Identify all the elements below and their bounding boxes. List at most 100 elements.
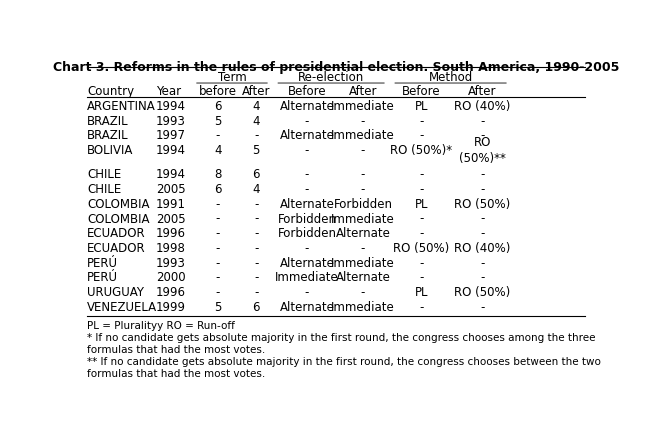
Text: 1998: 1998 — [155, 241, 186, 254]
Text: -: - — [361, 115, 365, 128]
Text: 6: 6 — [253, 300, 260, 313]
Text: -: - — [419, 183, 424, 196]
Text: -: - — [254, 129, 258, 142]
Text: RO (40%): RO (40%) — [454, 241, 510, 254]
Text: 6: 6 — [253, 168, 260, 181]
Text: After: After — [242, 85, 270, 98]
Text: -: - — [419, 115, 424, 128]
Text: -: - — [480, 168, 485, 181]
Text: RO
(50%)**: RO (50%)** — [459, 136, 506, 165]
Text: 1994: 1994 — [155, 144, 186, 157]
Text: Alternate: Alternate — [279, 300, 335, 313]
Text: -: - — [305, 115, 309, 128]
Text: -: - — [254, 286, 258, 299]
Text: Chart 3. Reforms in the rules of presidential election. South America, 1990-2005: Chart 3. Reforms in the rules of preside… — [53, 60, 619, 73]
Text: RO (50%): RO (50%) — [454, 286, 510, 299]
Text: BOLIVIA: BOLIVIA — [87, 144, 133, 157]
Text: Immediate: Immediate — [331, 256, 395, 269]
Text: Country: Country — [87, 85, 134, 98]
Text: -: - — [216, 241, 220, 254]
Text: ** If no candidate gets absolute majority in the first round, the congress choos: ** If no candidate gets absolute majorit… — [87, 356, 601, 366]
Text: -: - — [480, 115, 485, 128]
Text: 2005: 2005 — [155, 183, 186, 196]
Text: -: - — [419, 168, 424, 181]
Text: PL: PL — [415, 286, 428, 299]
Text: RO (50%): RO (50%) — [454, 197, 510, 210]
Text: -: - — [216, 197, 220, 210]
Text: -: - — [361, 144, 365, 157]
Text: Alternate: Alternate — [279, 100, 335, 113]
Text: -: - — [254, 197, 258, 210]
Text: Immediate: Immediate — [331, 212, 395, 225]
Text: Alternate: Alternate — [335, 227, 390, 240]
Text: -: - — [419, 227, 424, 240]
Text: Alternate: Alternate — [279, 256, 335, 269]
Text: -: - — [361, 183, 365, 196]
Text: 4: 4 — [253, 100, 260, 113]
Text: -: - — [480, 212, 485, 225]
Text: Forbidden: Forbidden — [277, 212, 337, 225]
Text: -: - — [480, 129, 485, 142]
Text: PL: PL — [415, 197, 428, 210]
Text: before: before — [199, 85, 237, 98]
Text: -: - — [305, 168, 309, 181]
Text: -: - — [216, 212, 220, 225]
Text: 1999: 1999 — [155, 300, 186, 313]
Text: PL: PL — [415, 100, 428, 113]
Text: ECUADOR: ECUADOR — [87, 227, 146, 240]
Text: -: - — [254, 212, 258, 225]
Text: Re-election: Re-election — [298, 71, 364, 84]
Text: -: - — [480, 256, 485, 269]
Text: -: - — [419, 129, 424, 142]
Text: -: - — [216, 271, 220, 284]
Text: -: - — [254, 271, 258, 284]
Text: Before: Before — [287, 85, 326, 98]
Text: 1991: 1991 — [155, 197, 186, 210]
Text: RO (50%)*: RO (50%)* — [390, 144, 453, 157]
Text: -: - — [305, 241, 309, 254]
Text: formulas that had the most votes.: formulas that had the most votes. — [87, 344, 265, 354]
Text: -: - — [254, 241, 258, 254]
Text: Year: Year — [155, 85, 181, 98]
Text: 1994: 1994 — [155, 100, 186, 113]
Text: 4: 4 — [253, 183, 260, 196]
Text: 4: 4 — [215, 144, 222, 157]
Text: ARGENTINA: ARGENTINA — [87, 100, 156, 113]
Text: -: - — [419, 271, 424, 284]
Text: 8: 8 — [215, 168, 222, 181]
Text: * If no candidate gets absolute majority in the first round, the congress choose: * If no candidate gets absolute majority… — [87, 332, 596, 342]
Text: 2000: 2000 — [155, 271, 186, 284]
Text: After: After — [348, 85, 377, 98]
Text: After: After — [468, 85, 497, 98]
Text: 6: 6 — [215, 183, 222, 196]
Text: -: - — [361, 286, 365, 299]
Text: COLOMBIA: COLOMBIA — [87, 212, 150, 225]
Text: Alternate: Alternate — [279, 129, 335, 142]
Text: COLOMBIA: COLOMBIA — [87, 197, 150, 210]
Text: PERÚ: PERÚ — [87, 256, 118, 269]
Text: Term: Term — [218, 71, 247, 84]
Text: Forbidden: Forbidden — [277, 227, 337, 240]
Text: -: - — [254, 227, 258, 240]
Text: 5: 5 — [215, 300, 222, 313]
Text: 4: 4 — [253, 115, 260, 128]
Text: -: - — [216, 129, 220, 142]
Text: ECUADOR: ECUADOR — [87, 241, 146, 254]
Text: 5: 5 — [215, 115, 222, 128]
Text: 1994: 1994 — [155, 168, 186, 181]
Text: -: - — [305, 286, 309, 299]
Text: 1996: 1996 — [155, 286, 186, 299]
Text: 5: 5 — [253, 144, 260, 157]
Text: BRAZIL: BRAZIL — [87, 129, 129, 142]
Text: 6: 6 — [215, 100, 222, 113]
Text: -: - — [361, 241, 365, 254]
Text: -: - — [216, 286, 220, 299]
Text: Method: Method — [428, 71, 473, 84]
Text: CHILE: CHILE — [87, 183, 121, 196]
Text: 1993: 1993 — [155, 115, 186, 128]
Text: -: - — [419, 256, 424, 269]
Text: -: - — [480, 183, 485, 196]
Text: -: - — [305, 183, 309, 196]
Text: Before: Before — [402, 85, 441, 98]
Text: RO (50%): RO (50%) — [393, 241, 449, 254]
